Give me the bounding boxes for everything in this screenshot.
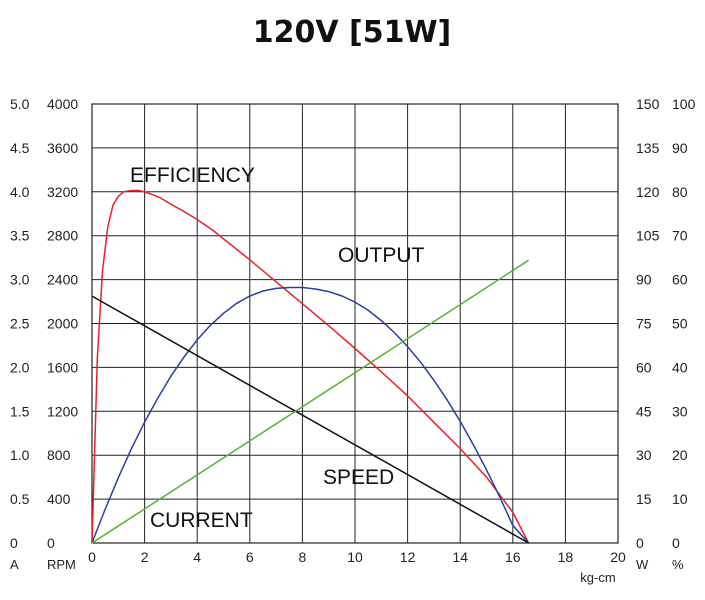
x-tick-label: 10	[347, 549, 363, 565]
output-tick-label: 15	[636, 491, 652, 507]
x-tick-label: 12	[400, 549, 416, 565]
output-tick-label: 135	[636, 140, 660, 156]
speed-label: SPEED	[323, 466, 394, 489]
efficiency-tick-label: 60	[672, 272, 688, 288]
chart-title: 120V [51W]	[253, 15, 452, 50]
output-tick-label: 75	[636, 316, 652, 332]
efficiency-tick-label: 30	[672, 403, 688, 419]
current-tick-label: 3.0	[10, 272, 30, 288]
output-tick-label: 150	[636, 96, 660, 112]
current-label: CURRENT	[150, 509, 253, 532]
efficiency-tick-label: 50	[672, 316, 688, 332]
x-tick-label: 2	[141, 549, 149, 565]
current-tick-label: 4.5	[10, 140, 30, 156]
speed-tick-label: 800	[47, 447, 71, 463]
x-tick-label: 6	[246, 549, 254, 565]
x-tick-label: 20	[610, 549, 626, 565]
efficiency-tick-label: 80	[672, 184, 688, 200]
speed-tick-label: 2800	[47, 228, 78, 244]
current-tick-label: 1.0	[10, 447, 30, 463]
axes: 0 2 4 6 8 10 12 14 16 18 20 kg-cm 0 0.5 1.0 1.5 2.0 2.5 3.…	[10, 96, 696, 585]
efficiency-tick-label: 70	[672, 228, 688, 244]
efficiency-unit-label: %	[672, 557, 684, 572]
output-label: OUTPUT	[338, 244, 425, 267]
x-tick-label: 14	[452, 549, 468, 565]
x-tick-label: 8	[299, 549, 307, 565]
x-tick-label: 16	[505, 549, 521, 565]
output-tick-label: 120	[636, 184, 660, 200]
current-unit-label: A	[10, 557, 19, 572]
output-tick-label: 45	[636, 403, 652, 419]
current-curve	[91, 259, 530, 544]
current-tick-label: 5.0	[10, 96, 30, 112]
efficiency-tick-label: 40	[672, 359, 688, 375]
grid	[91, 103, 619, 544]
efficiency-label: EFFICIENCY	[130, 164, 255, 187]
speed-unit-label: RPM	[47, 557, 76, 572]
speed-tick-label: 1200	[47, 403, 78, 419]
x-tick-label: 18	[558, 549, 574, 565]
current-tick-label: 0.5	[10, 491, 30, 507]
speed-tick-label: 1600	[47, 359, 78, 375]
output-tick-label: 30	[636, 447, 652, 463]
efficiency-tick-label: 90	[672, 140, 688, 156]
current-tick-label: 2.0	[10, 359, 30, 375]
speed-tick-label: 3200	[47, 184, 78, 200]
current-tick-label: 4.0	[10, 184, 30, 200]
speed-tick-label: 3600	[47, 140, 78, 156]
efficiency-tick-label: 0	[672, 535, 680, 551]
x-tick-label: 4	[193, 549, 201, 565]
output-tick-label: 0	[636, 535, 644, 551]
series	[91, 189, 530, 544]
efficiency-tick-label: 10	[672, 491, 688, 507]
output-unit-label: W	[636, 557, 649, 572]
speed-tick-label: 0	[47, 535, 55, 551]
x-axis-label: kg-cm	[580, 570, 615, 585]
output-tick-label: 105	[636, 228, 660, 244]
current-tick-label: 2.5	[10, 316, 30, 332]
plot-frame	[91, 103, 619, 544]
current-tick-label: 0	[10, 535, 18, 551]
series-labels: EFFICIENCY OUTPUT SPEED CURRENT	[130, 164, 425, 532]
speed-tick-label: 2400	[47, 272, 78, 288]
output-tick-label: 90	[636, 272, 652, 288]
speed-tick-label: 4000	[47, 96, 78, 112]
current-tick-label: 1.5	[10, 403, 30, 419]
speed-tick-label: 2000	[47, 316, 78, 332]
speed-tick-label: 400	[47, 491, 71, 507]
current-tick-label: 3.5	[10, 228, 30, 244]
output-curve	[91, 286, 530, 544]
efficiency-tick-label: 20	[672, 447, 688, 463]
x-tick-label: 0	[88, 549, 96, 565]
speed-curve	[91, 295, 529, 544]
output-tick-label: 60	[636, 359, 652, 375]
efficiency-curve	[91, 189, 530, 544]
efficiency-tick-label: 100	[672, 96, 696, 112]
